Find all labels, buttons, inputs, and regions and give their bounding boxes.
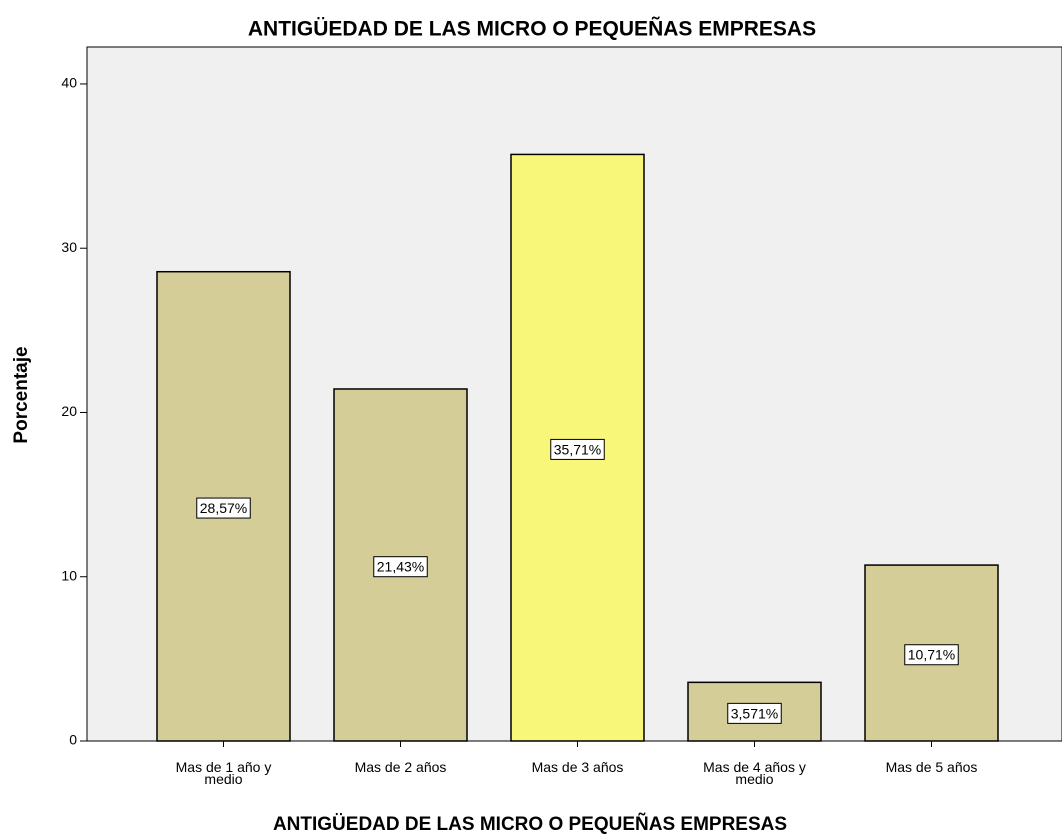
x-tick-label: Mas de 3 años xyxy=(532,759,624,775)
y-tick-label: 0 xyxy=(69,732,77,748)
x-tick-label: Mas de 1 año y medio xyxy=(176,759,272,787)
value-label-box xyxy=(373,556,428,578)
value-label: 35,71% xyxy=(554,441,601,457)
value-label-box xyxy=(904,644,959,666)
value-label: 21,43% xyxy=(377,559,424,575)
value-label-box xyxy=(196,497,251,519)
y-tick-label: 10 xyxy=(61,567,77,583)
value-label: 10,71% xyxy=(908,647,955,663)
value-label: 3,571% xyxy=(731,705,778,721)
x-tick-label: Mas de 2 años xyxy=(355,759,447,775)
x-axis-title: ANTIGÜEDAD DE LAS MICRO O PEQUEÑAS EMPRE… xyxy=(273,813,787,835)
y-tick-label: 40 xyxy=(61,75,77,91)
value-label-box xyxy=(550,438,605,460)
y-tick-label: 30 xyxy=(61,239,77,255)
chart-title: ANTIGÜEDAD DE LAS MICRO O PEQUEÑAS EMPRE… xyxy=(248,18,816,41)
y-axis-title: Porcentaje xyxy=(11,346,32,443)
value-label: 28,57% xyxy=(200,500,247,516)
value-label-box xyxy=(727,702,782,724)
x-tick-label: Mas de 4 años y medio xyxy=(703,759,806,787)
x-tick-label: Mas de 5 años xyxy=(886,759,978,775)
y-tick-label: 20 xyxy=(61,403,77,419)
